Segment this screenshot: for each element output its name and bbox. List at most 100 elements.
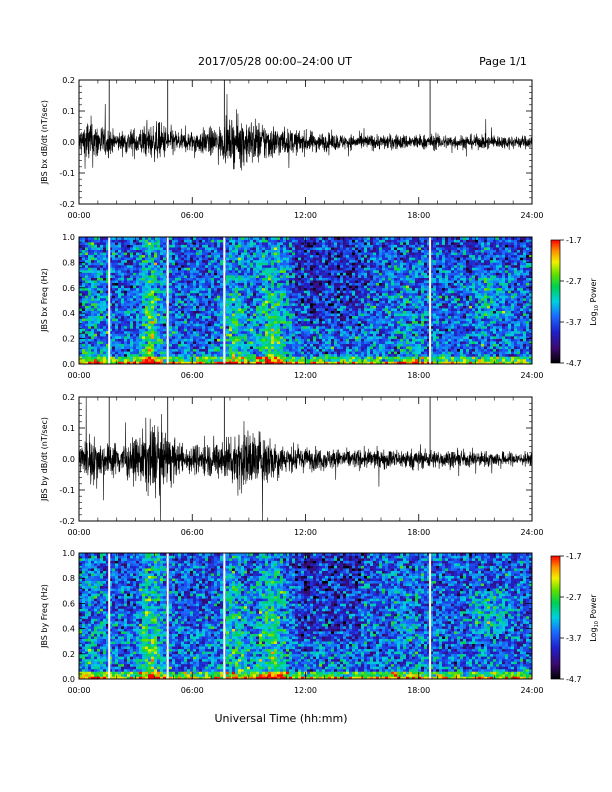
heatmap-cell — [334, 292, 338, 296]
heatmap-cell — [310, 249, 314, 253]
heatmap-cell — [271, 343, 275, 347]
heatmap-cell — [220, 346, 224, 350]
heatmap-cell — [148, 333, 152, 337]
heatmap-cell — [313, 318, 317, 322]
heatmap-cell — [103, 254, 107, 258]
heatmap-cell — [202, 287, 206, 291]
heatmap-cell — [373, 320, 377, 324]
heatmap-cell — [253, 257, 257, 261]
heatmap-cell — [133, 242, 137, 245]
heatmap-cell — [343, 346, 347, 350]
heatmap-cell — [319, 308, 323, 311]
heatmap-cell — [325, 249, 329, 253]
heatmap-cell — [292, 290, 296, 294]
heatmap-cell — [313, 244, 317, 248]
heatmap-cell — [118, 313, 122, 317]
heatmap-cell — [265, 257, 269, 261]
heatmap-cell — [361, 343, 365, 347]
heatmap-cell — [283, 275, 287, 278]
heatmap-cell — [286, 303, 290, 306]
heatmap-cell — [82, 300, 86, 304]
heatmap-cell — [130, 308, 134, 311]
heatmap-cell — [355, 315, 359, 319]
heatmap-cell — [82, 313, 86, 317]
heatmap-cell — [79, 323, 83, 327]
heatmap-cell — [253, 323, 257, 327]
heatmap-cell — [169, 295, 173, 299]
heatmap-cell — [292, 338, 296, 342]
heatmap-cell — [355, 277, 359, 281]
heatmap-cell — [319, 361, 323, 365]
heatmap-cell — [280, 318, 284, 322]
heatmap-cell — [151, 313, 155, 317]
heatmap-cell — [337, 315, 341, 319]
heatmap-cell — [337, 356, 341, 360]
heatmap-cell — [277, 348, 281, 352]
heatmap-cell — [358, 275, 362, 278]
heatmap-cell — [352, 338, 356, 342]
heatmap-cell — [262, 305, 266, 309]
heatmap-cell — [292, 257, 296, 261]
heatmap-cell — [373, 308, 377, 311]
heatmap-cell — [112, 262, 116, 266]
heatmap-cell — [88, 272, 92, 276]
heatmap-cell — [274, 341, 278, 344]
heatmap-cell — [160, 277, 164, 281]
heatmap-cell — [307, 262, 311, 266]
heatmap-cell — [271, 313, 275, 317]
heatmap-cell — [271, 348, 275, 352]
heatmap-cell — [331, 242, 335, 245]
heatmap-cell — [337, 292, 341, 296]
heatmap-cell — [205, 264, 209, 268]
heatmap-cell — [298, 330, 302, 334]
heatmap-cell — [364, 242, 368, 245]
heatmap-cell — [175, 242, 179, 245]
heatmap-cell — [187, 300, 191, 304]
heatmap-cell — [238, 239, 242, 243]
heatmap-cell — [364, 356, 368, 360]
heatmap-cell — [292, 303, 296, 306]
heatmap-cell — [193, 244, 197, 248]
heatmap-cell — [277, 346, 281, 350]
heatmap-cell — [364, 247, 368, 250]
heatmap-cell — [265, 247, 269, 250]
heatmap-cell — [244, 290, 248, 294]
heatmap-cell — [217, 290, 221, 294]
heatmap-cell — [337, 239, 341, 243]
heatmap-cell — [184, 295, 188, 299]
heatmap-cell — [208, 237, 212, 240]
heatmap-cell — [274, 287, 278, 291]
heatmap-cell — [370, 325, 374, 329]
heatmap-cell — [169, 254, 173, 258]
heatmap-cell — [118, 348, 122, 352]
heatmap-cell — [118, 275, 122, 278]
heatmap-cell — [121, 336, 125, 339]
heatmap-cell — [154, 333, 158, 337]
heatmap-cell — [298, 336, 302, 339]
heatmap-cell — [151, 280, 155, 284]
heatmap-cell — [319, 242, 323, 245]
heatmap-cell — [262, 330, 266, 334]
heatmap-cell — [322, 264, 326, 268]
heatmap-cell — [139, 303, 143, 306]
heatmap-cell — [79, 346, 83, 350]
heatmap-cell — [154, 272, 158, 276]
heatmap-cell — [196, 239, 200, 243]
heatmap-cell — [112, 351, 116, 355]
heatmap-cell — [187, 328, 191, 332]
heatmap-cell — [100, 262, 104, 266]
heatmap-cell — [250, 275, 254, 278]
heatmap-cell — [298, 287, 302, 291]
heatmap-cell — [331, 338, 335, 342]
heatmap-cell — [334, 323, 338, 327]
heatmap-cell — [262, 297, 266, 301]
heatmap-cell — [304, 282, 308, 286]
heatmap-cell — [145, 239, 149, 243]
heatmap-cell — [151, 285, 155, 289]
heatmap-cell — [238, 280, 242, 284]
heatmap-cell — [97, 242, 101, 245]
heatmap-cell — [346, 254, 350, 258]
heatmap-cell — [232, 333, 236, 337]
heatmap-cell — [97, 292, 101, 296]
heatmap-cell — [283, 287, 287, 291]
